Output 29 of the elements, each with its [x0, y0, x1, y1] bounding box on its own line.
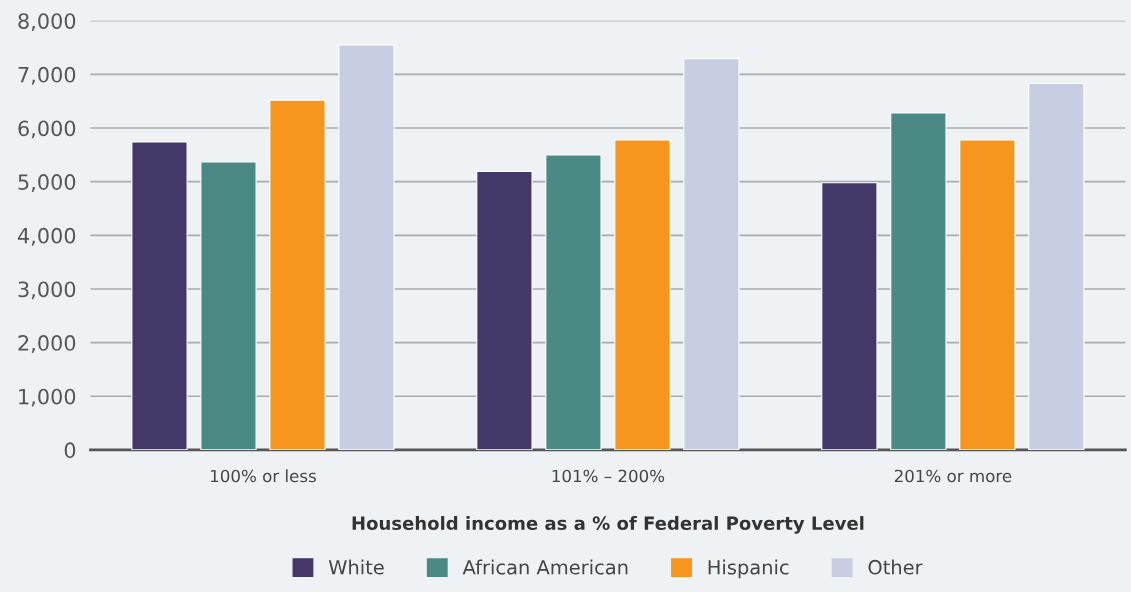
- legend-label: African American: [462, 559, 628, 575]
- y-tick-label: 3,000: [18, 281, 76, 300]
- legend-label: Other: [868, 559, 923, 575]
- bar: [476, 170, 533, 450]
- x-tick-label: 100% or less: [211, 469, 316, 483]
- bar: [890, 112, 947, 450]
- y-tick-label: 6,000: [18, 120, 76, 139]
- bar: [200, 161, 257, 450]
- x-axis-title: Household income as a % of Federal Poverty Level: [352, 516, 864, 534]
- bar: [338, 44, 395, 450]
- legend-label: White: [328, 559, 384, 575]
- y-tick-label: 1,000: [19, 388, 76, 407]
- legend-label: Hispanic: [708, 559, 789, 579]
- bar: [683, 58, 740, 450]
- y-tick-label: 0: [64, 442, 76, 459]
- bar: [821, 182, 878, 450]
- y-tick-label: 5,000: [18, 174, 76, 193]
- y-tick-label: 8,000: [18, 13, 76, 32]
- bar: [131, 141, 188, 450]
- bar: [1028, 82, 1085, 450]
- bar: [614, 139, 671, 450]
- bar: [269, 99, 326, 450]
- y-tick-label: 4,000: [17, 227, 76, 246]
- bar: [545, 154, 602, 450]
- x-tick-label: 201% or more: [894, 469, 1012, 483]
- y-tick-label: 7,000: [18, 66, 76, 85]
- x-tick-label: 101% – 200%: [552, 469, 665, 483]
- y-tick-label: 2,000: [18, 335, 76, 353]
- bar: [959, 139, 1016, 450]
